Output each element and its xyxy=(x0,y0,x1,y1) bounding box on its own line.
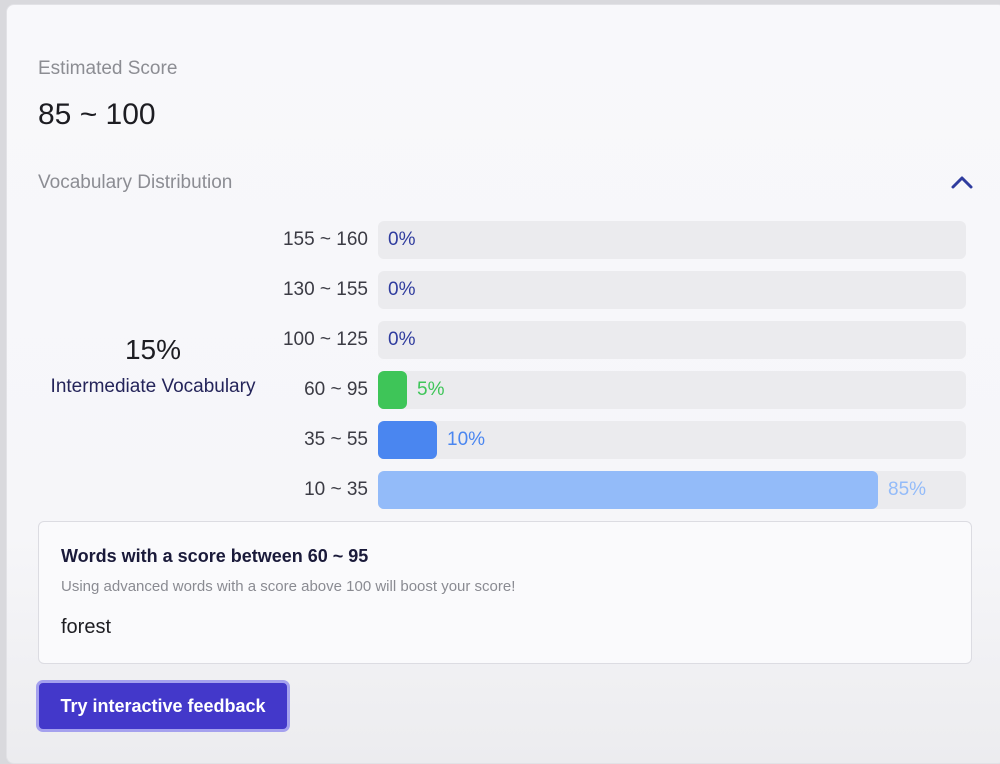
vocabulary-summary-label: Intermediate Vocabulary xyxy=(50,376,256,397)
chevron-up-icon-glyph xyxy=(951,176,973,189)
distribution-percent-label: 0% xyxy=(388,279,416,300)
distribution-bar-fill xyxy=(378,471,878,509)
try-interactive-feedback-button[interactable]: Try interactive feedback xyxy=(36,680,290,732)
distribution-bar-fill xyxy=(378,421,437,459)
distribution-bar-track: 0% xyxy=(378,271,966,309)
distribution-percent-label: 0% xyxy=(388,329,416,350)
chevron-up-icon[interactable] xyxy=(948,168,976,196)
distribution-bar-track: 10% xyxy=(378,421,966,459)
distribution-row: 100 ~ 125 0% xyxy=(270,321,966,359)
distribution-range-label: 100 ~ 125 xyxy=(282,329,368,350)
distribution-percent-label: 5% xyxy=(417,379,445,400)
vocabulary-distribution-label: Vocabulary Distribution xyxy=(38,172,233,193)
distribution-percent-label: 0% xyxy=(388,229,416,250)
distribution-bar-track: 0% xyxy=(378,321,966,359)
words-panel: Words with a score between 60 ~ 95 Using… xyxy=(38,521,972,664)
distribution-range-label: 10 ~ 35 xyxy=(304,479,368,500)
words-panel-hint: Using advanced words with a score above … xyxy=(61,578,516,595)
distribution-range-label: 60 ~ 95 xyxy=(304,379,368,400)
distribution-bar-track: 85% xyxy=(378,471,966,509)
distribution-row: 10 ~ 35 85% xyxy=(270,471,966,509)
estimated-score-label: Estimated Score xyxy=(38,58,178,79)
distribution-bar-fill xyxy=(378,371,407,409)
distribution-percent-label: 10% xyxy=(447,429,486,450)
distribution-bar-track: 5% xyxy=(378,371,966,409)
distribution-range-label: 155 ~ 160 xyxy=(282,229,368,250)
distribution-bar-track: 0% xyxy=(378,221,966,259)
word-item: forest xyxy=(61,616,112,638)
distribution-row: 130 ~ 155 0% xyxy=(270,271,966,309)
words-panel-title: Words with a score between 60 ~ 95 xyxy=(61,546,369,566)
estimated-score-value: 85 ~ 100 xyxy=(38,98,156,131)
distribution-range-label: 130 ~ 155 xyxy=(282,279,368,300)
distribution-row: 155 ~ 160 0% xyxy=(270,221,966,259)
distribution-range-label: 35 ~ 55 xyxy=(304,429,368,450)
vocabulary-summary-percent: 15% xyxy=(124,334,182,365)
distribution-row: 35 ~ 55 10% xyxy=(270,421,966,459)
distribution-row: 60 ~ 95 5% xyxy=(270,371,966,409)
distribution-percent-label: 85% xyxy=(888,479,927,500)
